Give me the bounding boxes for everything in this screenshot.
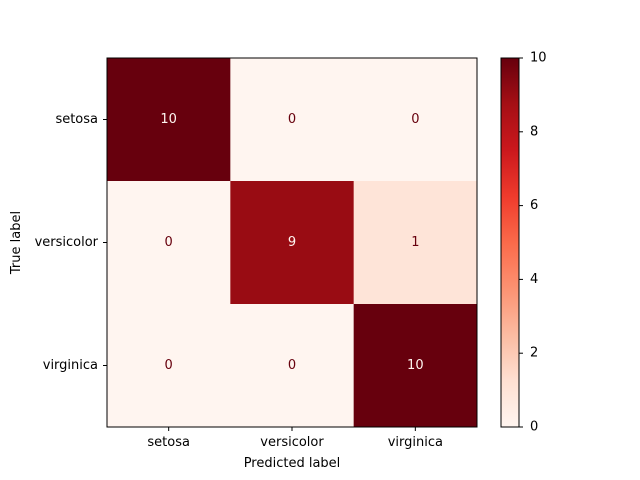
y-axis-ticks: setosa versicolor virginica xyxy=(35,112,107,373)
colorbar-tick-label: 0 xyxy=(530,420,538,435)
heatmap-cell xyxy=(107,181,231,305)
x-axis-label: Predicted label xyxy=(244,456,341,471)
cell-value-label: 1 xyxy=(411,235,419,250)
y-axis-label: True label xyxy=(9,211,24,275)
heatmap-cell xyxy=(230,181,355,305)
colorbar-tick-label: 4 xyxy=(530,272,538,287)
heatmap-cell xyxy=(107,304,231,428)
heatmap-cell xyxy=(230,304,355,428)
cell-value-label: 9 xyxy=(288,235,296,250)
x-axis-ticks: setosa versicolor virginica xyxy=(147,427,443,450)
cell-value-label: 0 xyxy=(288,112,296,127)
y-tick-label: versicolor xyxy=(35,235,99,250)
colorbar-ticks: 0 2 4 6 8 10 xyxy=(519,51,547,435)
heatmap-cell-labels: 10 0 00 9 10 0 10 xyxy=(160,112,423,373)
cell-value-label: 0 xyxy=(411,112,419,127)
heatmap-cell xyxy=(353,58,478,182)
y-tick-label: setosa xyxy=(55,112,98,127)
colorbar-tick-label: 2 xyxy=(530,346,538,361)
colorbar-tick-label: 10 xyxy=(530,51,547,66)
cell-value-label: 0 xyxy=(288,358,296,373)
colorbar-tick-label: 6 xyxy=(530,198,538,213)
cell-value-label: 10 xyxy=(160,112,177,127)
x-tick-label: versicolor xyxy=(260,435,324,450)
cell-value-label: 0 xyxy=(165,358,173,373)
heatmap-cell xyxy=(107,58,231,182)
colorbar-tick-label: 8 xyxy=(530,124,538,139)
y-tick-label: virginica xyxy=(43,358,98,373)
heatmap-cells xyxy=(107,58,478,428)
x-tick-label: setosa xyxy=(147,435,190,450)
x-tick-label: virginica xyxy=(388,435,443,450)
heatmap-cell xyxy=(353,304,478,428)
cell-value-label: 10 xyxy=(407,358,424,373)
heatmap-cell xyxy=(353,181,478,305)
colorbar-frame xyxy=(500,57,520,428)
cell-value-label: 0 xyxy=(165,235,173,250)
colorbar xyxy=(501,58,519,427)
heatmap-cell xyxy=(230,58,355,182)
